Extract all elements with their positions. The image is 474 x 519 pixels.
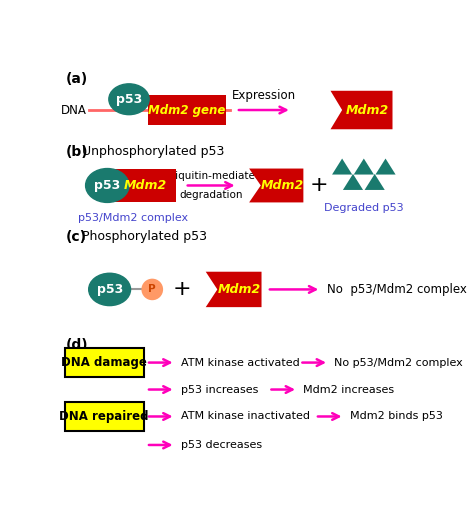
Ellipse shape xyxy=(86,169,129,202)
Text: DNA damage: DNA damage xyxy=(61,356,147,369)
Polygon shape xyxy=(365,174,385,190)
Text: Mdm2 binds p53: Mdm2 binds p53 xyxy=(350,412,443,421)
Text: p53: p53 xyxy=(94,179,120,192)
Text: Unphosphorylated p53: Unphosphorylated p53 xyxy=(82,145,225,158)
Text: Ubiquitin-mediated: Ubiquitin-mediated xyxy=(161,171,261,181)
Text: p53/Mdm2 complex: p53/Mdm2 complex xyxy=(78,213,188,223)
Polygon shape xyxy=(354,158,374,174)
Polygon shape xyxy=(332,158,352,174)
Ellipse shape xyxy=(109,84,149,115)
Text: Expression: Expression xyxy=(232,89,296,102)
Text: p53 decreases: p53 decreases xyxy=(181,440,262,450)
Bar xyxy=(148,95,226,125)
Bar xyxy=(115,169,175,202)
Text: +: + xyxy=(173,279,191,299)
Text: (a): (a) xyxy=(65,72,88,86)
Text: No p53/Mdm2 complex: No p53/Mdm2 complex xyxy=(334,358,463,367)
FancyBboxPatch shape xyxy=(64,402,144,431)
Polygon shape xyxy=(343,174,363,190)
Text: P: P xyxy=(148,284,156,294)
Text: ATM kinase inactivated: ATM kinase inactivated xyxy=(181,412,310,421)
Ellipse shape xyxy=(89,274,130,306)
Polygon shape xyxy=(206,272,262,307)
Text: Phosphorylated p53: Phosphorylated p53 xyxy=(82,230,208,243)
Text: Mdm2 gene: Mdm2 gene xyxy=(148,103,226,117)
Text: (b): (b) xyxy=(65,145,88,159)
Polygon shape xyxy=(249,169,303,202)
Text: DNA: DNA xyxy=(61,103,86,117)
FancyBboxPatch shape xyxy=(64,348,144,377)
Text: p53 increases: p53 increases xyxy=(181,385,258,394)
Text: ATM kinase activated: ATM kinase activated xyxy=(181,358,300,367)
Text: Mdm2: Mdm2 xyxy=(260,179,304,192)
Text: No  p53/Mdm2 complex: No p53/Mdm2 complex xyxy=(327,283,466,296)
Text: (c): (c) xyxy=(65,230,86,244)
Text: p53: p53 xyxy=(116,93,142,106)
Text: +: + xyxy=(310,175,328,196)
Text: degradation: degradation xyxy=(179,190,243,200)
Text: p53: p53 xyxy=(97,283,123,296)
Circle shape xyxy=(141,279,163,300)
Text: Mdm2 increases: Mdm2 increases xyxy=(303,385,394,394)
Polygon shape xyxy=(330,91,392,129)
Text: (d): (d) xyxy=(65,338,88,352)
Text: DNA repaired: DNA repaired xyxy=(59,410,149,423)
Polygon shape xyxy=(375,158,396,174)
Text: Degraded p53: Degraded p53 xyxy=(324,203,404,213)
Text: Mdm2: Mdm2 xyxy=(124,179,167,192)
Text: Mdm2: Mdm2 xyxy=(218,283,261,296)
Text: Mdm2: Mdm2 xyxy=(346,103,389,117)
